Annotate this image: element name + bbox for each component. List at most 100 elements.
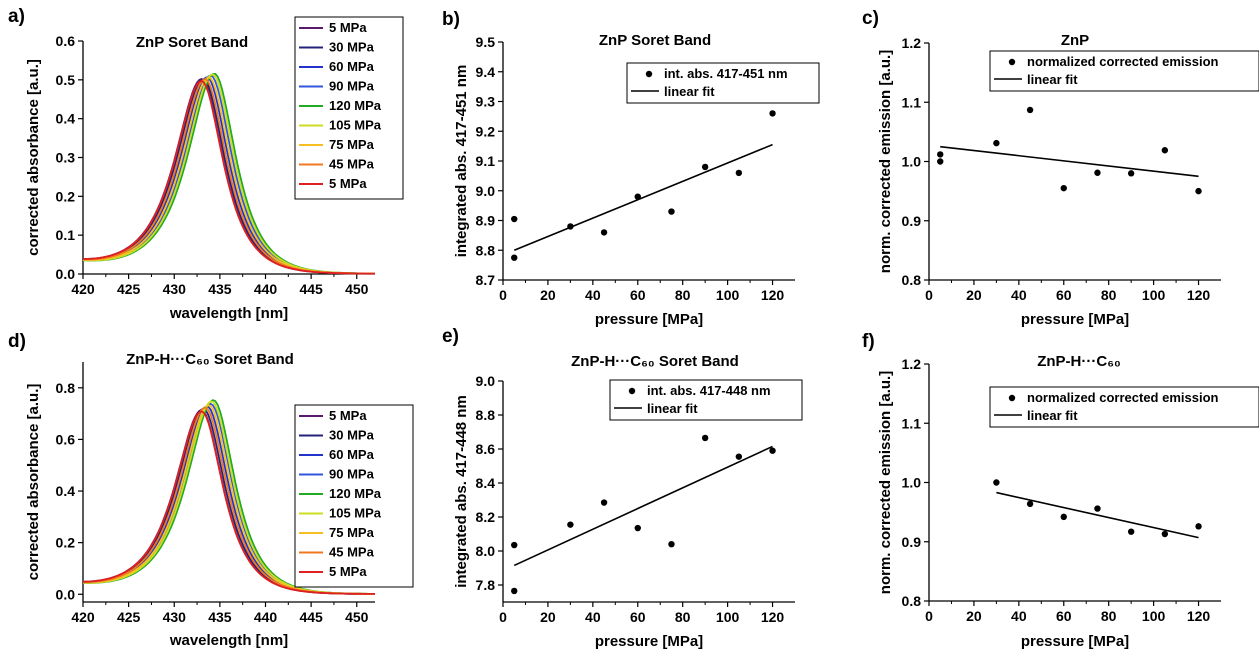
y-tick-label: 8.4 xyxy=(476,475,496,491)
x-tick-label: 60 xyxy=(1056,287,1072,303)
x-tick-label: 60 xyxy=(630,287,646,303)
y-tick-label: 9.0 xyxy=(476,183,496,199)
legend-label: linear fit xyxy=(1027,72,1078,87)
data-point xyxy=(735,453,743,460)
data-point xyxy=(735,169,743,177)
y-tick-label: 8.2 xyxy=(476,509,496,525)
x-tick-label: 100 xyxy=(1142,608,1166,624)
legend-label: 5 MPa xyxy=(329,564,367,579)
y-tick-label: 0.8 xyxy=(902,593,922,609)
legend-label: 45 MPa xyxy=(329,157,375,172)
y-tick-label: 9.4 xyxy=(476,64,496,80)
x-tick-label: 20 xyxy=(966,608,982,624)
x-axis-label: pressure [MPa] xyxy=(1021,633,1129,650)
legend-label: int. abs. 417-448 nm xyxy=(647,383,771,398)
x-tick-label: 430 xyxy=(163,609,187,625)
y-tick-label: 9.2 xyxy=(476,123,496,139)
y-tick-label: 1.2 xyxy=(902,35,922,51)
panel-letter: b) xyxy=(442,9,460,30)
data-point xyxy=(668,208,675,215)
chart-title: ZnP-H···C₆₀ Soret Band xyxy=(571,353,739,370)
data-point xyxy=(1094,505,1101,512)
legend-box xyxy=(626,62,820,104)
y-axis-label: corrected absorbance [a.u.] xyxy=(25,384,42,581)
series-line xyxy=(83,80,375,275)
x-tick-label: 0 xyxy=(925,608,933,624)
x-tick-label: 450 xyxy=(345,609,369,625)
x-axis-label: wavelength [nm] xyxy=(169,305,288,322)
legend-label: 30 MPa xyxy=(329,428,375,443)
x-axis-label: pressure [MPa] xyxy=(595,311,703,328)
x-tick-label: 435 xyxy=(208,281,232,297)
data-point xyxy=(701,163,709,171)
legend-label: 5 MPa xyxy=(329,20,367,35)
data-point xyxy=(511,254,518,261)
data-point xyxy=(1127,170,1135,177)
data-point xyxy=(1060,184,1067,192)
x-tick-label: 0 xyxy=(925,287,933,303)
x-tick-label: 425 xyxy=(117,609,141,625)
y-tick-label: 8.8 xyxy=(476,407,496,423)
fit-line xyxy=(513,143,773,251)
x-tick-label: 80 xyxy=(675,287,691,303)
y-tick-label: 8.9 xyxy=(476,213,496,229)
data-point xyxy=(1127,528,1135,535)
data-point xyxy=(600,499,608,506)
x-tick-label: 440 xyxy=(254,609,278,625)
data-point xyxy=(1161,147,1169,154)
x-tick-label: 445 xyxy=(299,281,323,297)
legend-label: 60 MPa xyxy=(329,59,375,74)
legend-marker xyxy=(628,387,636,395)
x-tick-label: 440 xyxy=(254,281,278,297)
y-tick-label: 0.4 xyxy=(56,483,76,499)
series-line xyxy=(82,410,376,595)
legend-label: 60 MPa xyxy=(329,447,375,462)
fit-line xyxy=(940,145,1199,178)
chart-panel-f: f) ZnP-H···C₆₀ 0 20 40 60 80 100 120 0.8 0.9 1.0 1.1… xyxy=(862,331,1259,650)
legend-label: 105 MPa xyxy=(329,118,382,133)
chart-panel-b: b) ZnP Soret Band 0 20 40 60 80 100 120 8.7 8.8 8.9… xyxy=(442,9,820,328)
fit-line xyxy=(513,445,773,567)
legend-label: 90 MPa xyxy=(329,467,375,482)
data-point xyxy=(1026,106,1034,114)
y-axis-label: norm. corrected emission [a.u.] xyxy=(877,371,894,594)
y-tick-label: 9.0 xyxy=(476,373,496,389)
y-tick-label: 8.8 xyxy=(476,242,496,258)
y-axis-label: corrected absorbance [a.u.] xyxy=(25,59,42,256)
data-point xyxy=(511,587,518,595)
data-point xyxy=(567,521,574,528)
y-tick-label: 8.6 xyxy=(476,441,496,457)
legend-box xyxy=(989,50,1259,92)
x-tick-label: 450 xyxy=(345,281,369,297)
x-tick-label: 60 xyxy=(1056,608,1072,624)
x-tick-label: 80 xyxy=(1101,287,1117,303)
data-point xyxy=(1094,169,1101,176)
data-point xyxy=(1026,500,1034,508)
y-tick-label: 0.6 xyxy=(56,33,76,49)
data-point xyxy=(701,434,709,442)
legend-label: linear fit xyxy=(664,84,715,99)
data-point xyxy=(937,158,944,165)
legend-label: linear fit xyxy=(647,401,698,416)
y-tick-label: 0.8 xyxy=(902,272,922,288)
legend-marker xyxy=(645,70,653,78)
y-tick-label: 1.1 xyxy=(902,94,922,110)
legend-label: int. abs. 417-451 nm xyxy=(664,66,788,81)
panel-letter: c) xyxy=(862,8,879,29)
legend-marker xyxy=(1008,58,1016,66)
data-point xyxy=(668,541,675,548)
data-point xyxy=(1161,530,1169,538)
legend-label: 75 MPa xyxy=(329,525,375,540)
y-tick-label: 9.5 xyxy=(476,34,496,50)
legend-label: linear fit xyxy=(1027,408,1078,423)
data-point xyxy=(1195,187,1202,195)
x-tick-label: 40 xyxy=(585,287,601,303)
x-tick-label: 445 xyxy=(299,609,323,625)
x-tick-label: 80 xyxy=(1101,608,1117,624)
legend-label: 120 MPa xyxy=(329,486,382,501)
data-point xyxy=(600,229,608,236)
x-axis-label: pressure [MPa] xyxy=(595,633,703,650)
y-tick-label: 1.1 xyxy=(902,415,922,431)
fit-line xyxy=(996,491,1199,539)
